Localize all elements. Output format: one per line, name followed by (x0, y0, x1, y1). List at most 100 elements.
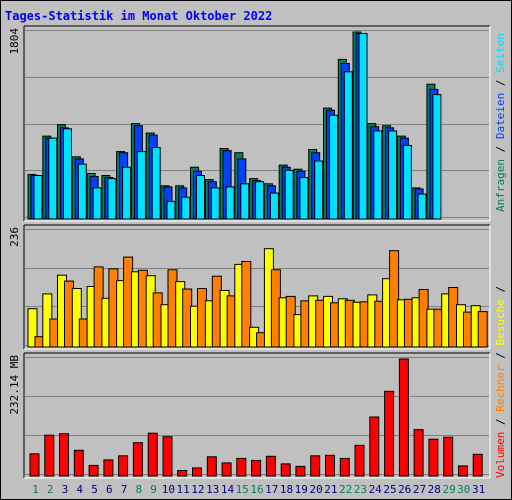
x-tick-label: 10 (162, 483, 175, 496)
volumen-bar-day-18 (280, 463, 291, 477)
volumen-bar-day-23 (354, 444, 365, 477)
volumen-bar-day-10 (162, 436, 173, 477)
x-tick-label: 12 (191, 483, 204, 496)
volumen-bar-day-29 (443, 436, 454, 477)
x-tick-label: 27 (413, 483, 426, 496)
legend-lower: Volumen / Rechner / Besuche / (494, 286, 507, 478)
x-tick-label: 19 (295, 483, 308, 496)
volumen-bar-day-13 (206, 456, 217, 477)
legend-dateien: Dateien (494, 93, 507, 139)
legend-separator: / (494, 346, 507, 366)
rechner-bar-day-31 (477, 311, 488, 348)
volumen-bar-day-17 (265, 455, 276, 477)
volumen-bar-day-8 (132, 442, 143, 477)
volumen-bar-day-15 (236, 457, 247, 477)
volumen-bar-day-14 (221, 462, 232, 477)
x-tick-label: 13 (206, 483, 219, 496)
x-tick-label: 17 (265, 483, 278, 496)
legend-separator: / (494, 412, 507, 432)
x-tick-label: 31 (472, 483, 485, 496)
x-tick-label: 1 (32, 483, 39, 496)
seiten-bar-day-8 (136, 151, 146, 220)
seiten-bar-day-7 (122, 166, 132, 220)
legend-seiten: Seiten (494, 33, 507, 73)
volumen-bar-day-5 (88, 464, 99, 477)
volumen-bar-day-6 (103, 459, 114, 477)
seiten-bar-day-23 (358, 33, 368, 220)
seiten-bar-day-18 (284, 169, 294, 220)
x-tick-label: 15 (236, 483, 249, 496)
volumen-bar-day-9 (147, 432, 158, 477)
seiten-bar-day-27 (417, 193, 427, 220)
legend-separator: / (494, 73, 507, 93)
x-tick-label: 9 (150, 483, 157, 496)
seiten-bar-day-4 (77, 163, 87, 220)
legend-volumen: Volumen (494, 432, 507, 478)
x-tick-label: 14 (221, 483, 235, 496)
seiten-bar-day-22 (343, 71, 353, 220)
seiten-bar-day-15 (240, 183, 250, 220)
x-tick-label: 23 (354, 483, 367, 496)
besuche-bar-day-1 (27, 308, 38, 348)
legend-anfragen: Anfragen (494, 159, 507, 212)
seiten-bar-day-3 (63, 128, 72, 220)
seiten-bar-day-11 (181, 196, 191, 220)
x-tick-label: 2 (47, 483, 54, 496)
rechner-bar-day-15 (241, 261, 252, 348)
seiten-bar-day-10 (166, 200, 176, 220)
legend-separator: / (494, 286, 507, 299)
y-max-label: 1804 (8, 28, 21, 55)
x-tick-label: 5 (91, 483, 98, 496)
volumen-bar-day-1 (29, 453, 40, 477)
seiten-bar-day-13 (210, 187, 220, 220)
volumen-bar-day-22 (339, 457, 350, 477)
seiten-bar-day-24 (373, 130, 383, 220)
x-tick-label: 30 (457, 483, 470, 496)
besuche-bar-day-4 (71, 288, 82, 348)
x-tick-label: 8 (135, 483, 142, 496)
x-tick-label: 20 (309, 483, 322, 496)
seiten-bar-day-20 (314, 160, 324, 220)
seiten-bar-day-26 (402, 144, 412, 220)
seiten-bar-day-14 (225, 186, 235, 220)
plot-area (24, 353, 490, 478)
seiten-bar-day-21 (329, 114, 338, 220)
seiten-bar-day-17 (269, 192, 279, 220)
seiten-bar-day-12 (196, 175, 205, 220)
seiten-bar-day-5 (92, 187, 102, 220)
volumen-bar-day-12 (192, 467, 202, 477)
volumen-bar-day-28 (428, 438, 439, 477)
seiten-bar-day-28 (432, 94, 442, 220)
volumen-bar-day-24 (369, 416, 380, 477)
x-tick-label: 25 (383, 483, 396, 496)
x-tick-label: 22 (339, 483, 352, 496)
volumen-bar-day-30 (458, 465, 468, 477)
x-tick-label: 3 (62, 483, 69, 496)
chart-title: Tages-Statistik im Monat Oktober 2022 (5, 9, 273, 23)
seiten-bar-day-19 (299, 177, 309, 220)
volumen-bar-day-31 (472, 453, 483, 477)
x-tick-label: 6 (106, 483, 113, 496)
x-tick-label: 18 (280, 483, 293, 496)
seiten-bar-day-1 (33, 175, 43, 220)
x-tick-label: 21 (324, 483, 337, 496)
x-tick-label: 26 (398, 483, 411, 496)
x-tick-label: 11 (176, 483, 189, 496)
volumen-bar-day-26 (398, 358, 409, 477)
volumen-bar-day-20 (310, 455, 321, 477)
volumen-bar-day-19 (295, 465, 306, 477)
volumen-bar-day-25 (384, 390, 395, 477)
volumen-bar-day-4 (73, 449, 84, 477)
volumen-bar-day-27 (413, 429, 424, 477)
seiten-bar-day-9 (151, 147, 161, 220)
rechner-bar-day-25 (389, 250, 400, 348)
volumen-bar-day-16 (251, 459, 262, 477)
seiten-bar-day-6 (107, 178, 117, 220)
seiten-bar-day-25 (388, 130, 398, 220)
legend-rechner: Rechner (494, 365, 507, 412)
y-max-label: 232.14 MB (8, 355, 21, 415)
legend-besuche: Besuche (494, 299, 507, 345)
legend-upper: Anfragen / Dateien / Seiten (494, 33, 507, 212)
x-tick-label: 29 (442, 483, 455, 496)
seiten-bar-day-2 (48, 137, 58, 220)
